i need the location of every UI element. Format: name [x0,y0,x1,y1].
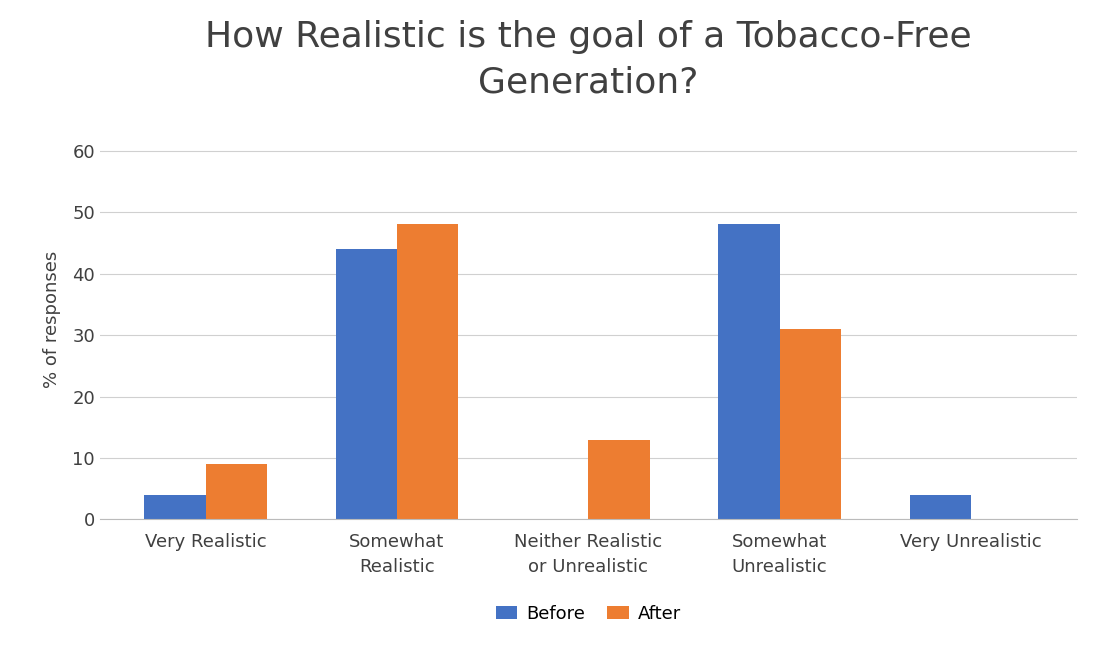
Bar [910,495,971,519]
Y-axis label: % of responses: % of responses [43,251,61,388]
Bar [205,464,266,519]
Bar [779,329,841,519]
Title: How Realistic is the goal of a Tobacco-Free
Generation?: How Realistic is the goal of a Tobacco-F… [205,20,971,99]
Bar [588,440,649,519]
Bar [718,224,779,519]
Bar [335,249,397,519]
Legend: Before, After: Before, After [488,598,688,630]
Bar [144,495,205,519]
Bar [397,224,458,519]
